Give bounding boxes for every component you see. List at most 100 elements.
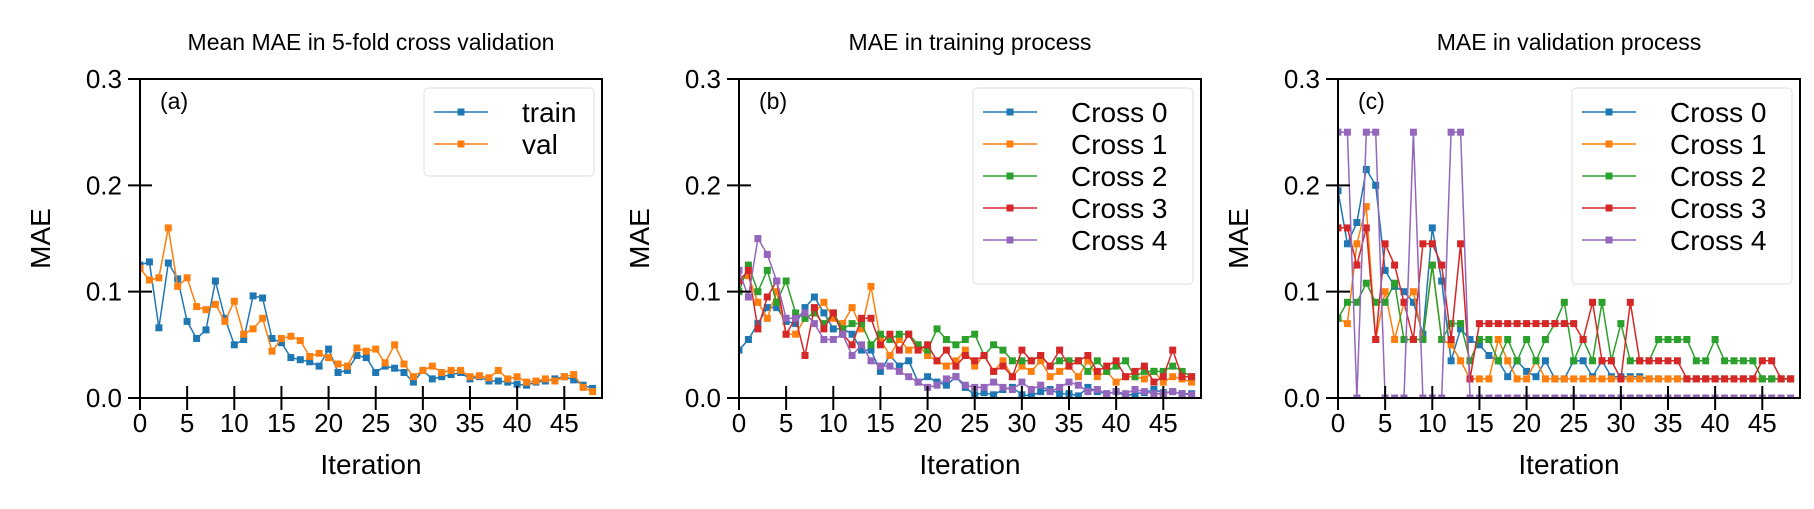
data-point [1409, 128, 1417, 136]
data-point [362, 347, 370, 355]
y-tick-label: 0.1 [86, 277, 122, 307]
data-point [1589, 394, 1597, 398]
data-point [560, 373, 568, 381]
legend-label: Cross 2 [1670, 161, 1766, 192]
data-point [1523, 336, 1531, 343]
data-point [848, 320, 856, 328]
data-point [820, 336, 828, 343]
data-point [867, 314, 875, 322]
data-point [1711, 375, 1719, 383]
chart-title: MAE in validation process [1437, 29, 1702, 55]
data-point [1758, 375, 1766, 383]
data-point [829, 314, 837, 322]
data-point [1457, 240, 1465, 248]
data-point [810, 293, 818, 301]
data-point [1056, 367, 1064, 375]
data-point [1419, 394, 1427, 398]
x-tick-label: 20 [913, 408, 942, 438]
data-point [905, 330, 913, 338]
data-point [579, 383, 587, 391]
data-point [1084, 352, 1092, 359]
data-point [570, 371, 578, 379]
data-point [1589, 298, 1597, 306]
data-point [1457, 128, 1465, 136]
data-point [1150, 367, 1158, 375]
data-point [240, 330, 248, 338]
data-point [315, 349, 323, 357]
legend-entry: Cross 1 [983, 129, 1167, 160]
data-point [942, 346, 950, 354]
data-point [792, 330, 800, 338]
data-point [924, 346, 932, 354]
data-point [1475, 336, 1483, 343]
data-point [1131, 390, 1139, 398]
series-line [739, 268, 1192, 384]
data-point [905, 346, 913, 354]
data-point [1037, 357, 1045, 365]
data-point [1372, 298, 1380, 306]
data-point [905, 373, 913, 381]
legend-swatch-marker [1605, 204, 1613, 212]
y-tick-label: 0.3 [86, 64, 122, 94]
data-point [1466, 357, 1474, 365]
data-point [886, 336, 894, 343]
x-axis-label: Iteration [919, 449, 1020, 480]
legend-label: Cross 4 [1670, 225, 1766, 256]
data-point [1178, 390, 1186, 398]
data-point [1074, 381, 1082, 389]
data-point [952, 373, 960, 381]
data-point [268, 335, 276, 342]
data-point [961, 346, 969, 354]
data-point [1103, 390, 1111, 398]
legend-label: Cross 4 [1071, 225, 1167, 256]
data-point [829, 336, 837, 343]
axes-frame [738, 78, 1202, 399]
data-point [1159, 373, 1167, 381]
data-point [1056, 357, 1064, 365]
x-tick-label: 15 [866, 408, 895, 438]
data-point [1607, 394, 1615, 398]
x-tick-label: 15 [267, 408, 296, 438]
chart-title: Mean MAE in 5-fold cross validation [188, 29, 555, 55]
data-point [1504, 320, 1512, 328]
data-point [1532, 357, 1540, 365]
data-point [428, 362, 436, 370]
data-point [1504, 394, 1512, 398]
data-point [1112, 362, 1120, 370]
data-point [1150, 378, 1158, 386]
data-point [1027, 357, 1035, 365]
data-point [1739, 357, 1747, 365]
data-point [1338, 128, 1342, 136]
data-point [145, 276, 153, 284]
data-point [1447, 336, 1455, 343]
data-point [287, 332, 295, 340]
data-point [914, 346, 922, 354]
x-tick-label: 30 [1606, 408, 1635, 438]
x-tick-label: 5 [779, 408, 793, 438]
legend-swatch-marker [1006, 108, 1014, 116]
data-point [1419, 240, 1427, 248]
data-point [848, 352, 856, 359]
data-point [1008, 357, 1016, 365]
data-point [1692, 357, 1700, 365]
data-point [1056, 346, 1064, 354]
data-point [1362, 128, 1370, 136]
data-point [494, 377, 502, 385]
data-point [1541, 357, 1549, 365]
data-point [1523, 375, 1531, 383]
data-point [391, 341, 399, 349]
data-point [1353, 298, 1361, 306]
data-point [782, 314, 790, 322]
legend-box [972, 87, 1194, 285]
data-point [1551, 375, 1559, 383]
data-point [1636, 357, 1644, 365]
data-point [1112, 357, 1120, 365]
data-point [1551, 394, 1559, 398]
data-point [306, 358, 314, 366]
data-point [1655, 394, 1663, 398]
data-point [1721, 357, 1729, 365]
data-point [1494, 394, 1502, 398]
y-tick-label: 0.3 [1284, 64, 1320, 94]
data-point [140, 264, 144, 272]
